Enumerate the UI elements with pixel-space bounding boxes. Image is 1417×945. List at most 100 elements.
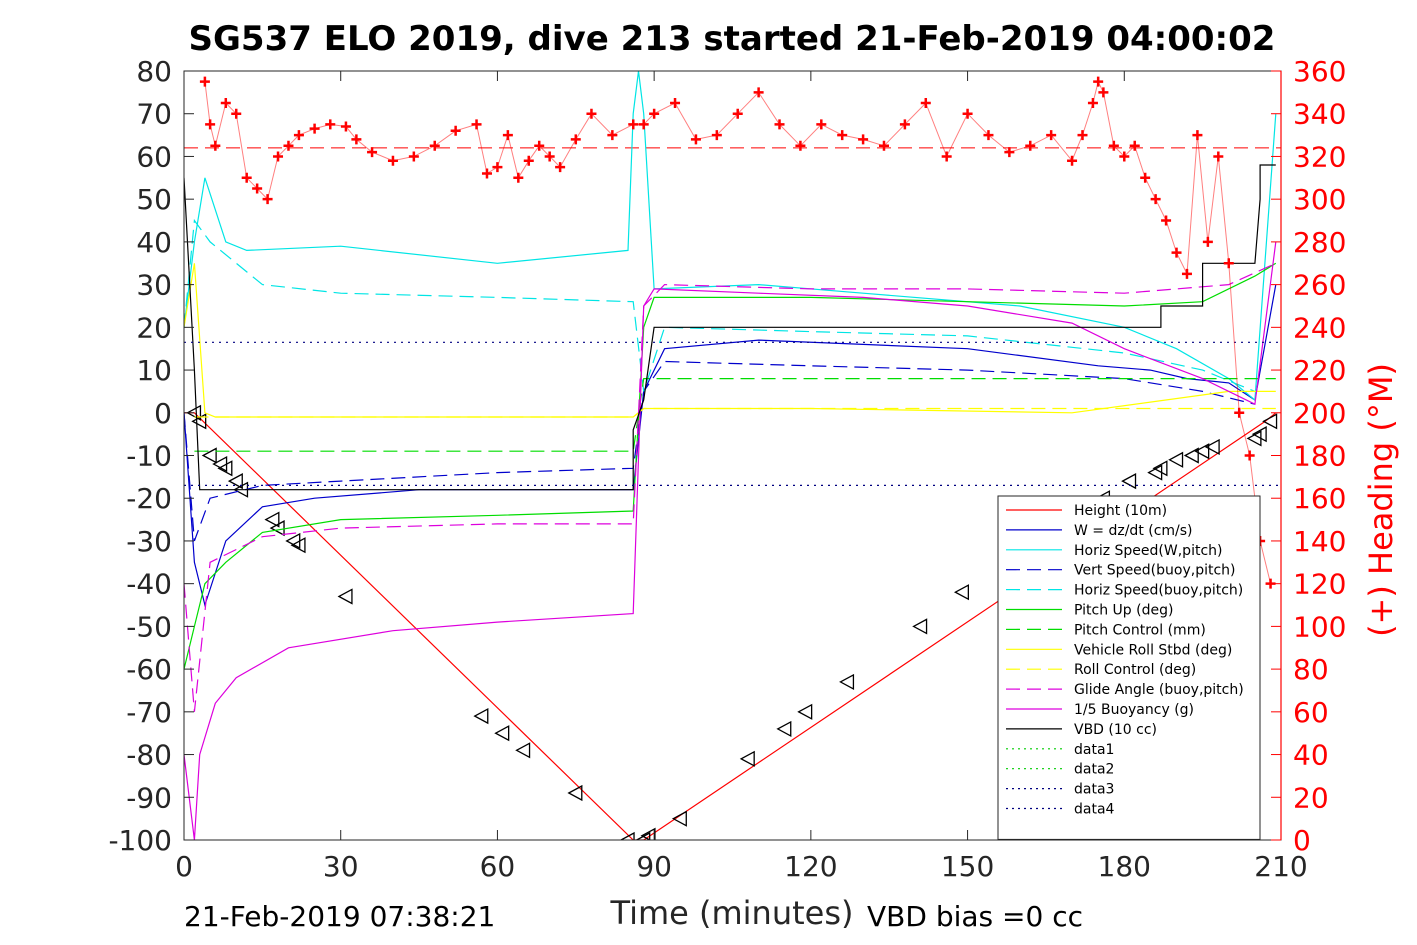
heading-point — [690, 134, 701, 145]
height-marker — [839, 673, 855, 691]
legend-label: data1 — [1074, 742, 1114, 758]
x-tick-label: 120 — [784, 850, 837, 883]
heading-point — [283, 140, 294, 151]
height-marker — [269, 520, 285, 537]
heading-point — [199, 76, 210, 87]
y-right-tick-label: 200 — [1293, 397, 1346, 430]
height-marker — [217, 460, 233, 477]
heading-point — [941, 151, 952, 162]
heading-point — [273, 151, 284, 162]
heading-point — [252, 183, 263, 194]
heading-point — [450, 125, 461, 136]
legend-label: data4 — [1074, 802, 1115, 818]
legend-label: Horiz Speed(W,pitch) — [1074, 543, 1222, 559]
series-line-10 — [184, 241, 1277, 840]
legend-label: W = dz/dt (cm/s) — [1074, 523, 1193, 539]
heading-point — [1161, 215, 1172, 226]
legend: Height (10m) W = dz/dt (cm/s) Horiz Speed(… — [997, 495, 1261, 840]
heading-point — [795, 140, 806, 151]
height-marker — [515, 742, 531, 759]
y-right-tick-label: 40 — [1293, 739, 1329, 772]
heading-point — [1093, 76, 1104, 87]
heading-point — [1087, 98, 1098, 109]
y-right-tick-label: 280 — [1293, 226, 1346, 259]
y-tick-label: 20 — [136, 311, 172, 344]
heading-point — [732, 108, 743, 119]
y-tick-label: -100 — [108, 824, 172, 857]
height-marker — [1204, 438, 1220, 456]
y-tick-label: -90 — [126, 781, 172, 814]
height-marker — [912, 618, 928, 635]
y-tick-label: -50 — [126, 610, 172, 643]
heading-point — [753, 87, 764, 98]
x-tick-label: 150 — [941, 850, 994, 883]
heading-point — [481, 168, 492, 179]
footer-timestamp: 21-Feb-2019 07:38:21 — [184, 900, 495, 933]
y-tick-label: -10 — [126, 440, 172, 473]
heading-point — [544, 151, 555, 162]
y-tick-label: 30 — [136, 269, 172, 302]
heading-point — [387, 155, 398, 166]
legend-label: VBD (10 cc) — [1074, 722, 1157, 738]
heading-point — [534, 140, 545, 151]
series-line-6 — [194, 378, 1276, 452]
series-line-2 — [184, 71, 1277, 402]
height-marker — [201, 447, 217, 464]
height-marker — [797, 703, 813, 720]
footer-vbd-bias: VBD bias =0 cc — [867, 900, 1083, 933]
legend-label: Height (10m) — [1074, 503, 1167, 519]
heading-point — [309, 123, 320, 134]
x-tick-label: 60 — [480, 850, 516, 883]
height-marker — [1183, 447, 1199, 464]
heading-point — [837, 130, 848, 141]
legend-box — [997, 495, 1261, 840]
heading-point — [523, 155, 534, 166]
y-tick-label: -70 — [126, 696, 172, 729]
y-right-tick-label: 0 — [1293, 824, 1311, 857]
heading-point — [920, 98, 931, 109]
heading-point — [1150, 194, 1161, 205]
height-marker — [337, 588, 353, 605]
y-right-tick-label: 60 — [1293, 696, 1329, 729]
legend-label: data3 — [1074, 782, 1114, 798]
right-axis-label: (+) Heading (°M) — [1362, 363, 1400, 637]
y-right-tick-label: 120 — [1293, 568, 1346, 601]
height-marker — [191, 413, 207, 430]
series-layer — [184, 71, 1281, 840]
y-tick-label: 10 — [136, 354, 172, 387]
y-right-tick-label: 220 — [1293, 354, 1346, 387]
heading-point — [555, 162, 566, 173]
y-right-tick-label: 180 — [1293, 440, 1346, 473]
y-right-tick-label: 160 — [1293, 482, 1346, 515]
heading-point — [1046, 130, 1057, 141]
series-line-1 — [184, 284, 1277, 608]
heading-point — [1213, 151, 1224, 162]
heading-point — [471, 119, 482, 130]
y-right-tick-label: 340 — [1293, 98, 1346, 131]
heading-point — [649, 108, 660, 119]
heading-point — [816, 119, 827, 130]
height-marker — [953, 584, 969, 601]
heading-point — [492, 162, 503, 173]
heading-point — [513, 172, 524, 183]
height-marker — [473, 708, 489, 725]
legend-label: Horiz Speed(buoy,pitch) — [1074, 583, 1243, 599]
chart-title: SG537 ELO 2019, dive 213 started 21-Feb-… — [189, 19, 1276, 59]
y-tick-label: -20 — [126, 482, 172, 515]
x-tick-label: 90 — [636, 850, 672, 883]
heading-point — [351, 134, 362, 145]
series-line-11 — [184, 164, 1276, 491]
y-tick-label: 60 — [136, 140, 172, 173]
heading-point — [962, 108, 973, 119]
y-right-tick-label: 300 — [1293, 183, 1346, 216]
height-marker — [671, 810, 687, 827]
height-marker — [739, 750, 755, 767]
heading-point — [1119, 151, 1130, 162]
y-right-tick-label: 100 — [1293, 610, 1346, 643]
heading-point — [1129, 140, 1140, 151]
height-marker — [186, 404, 202, 421]
height-marker — [1194, 443, 1210, 460]
legend-label: Roll Control (deg) — [1074, 662, 1196, 678]
height-marker — [290, 537, 306, 554]
height-marker — [1152, 460, 1168, 477]
